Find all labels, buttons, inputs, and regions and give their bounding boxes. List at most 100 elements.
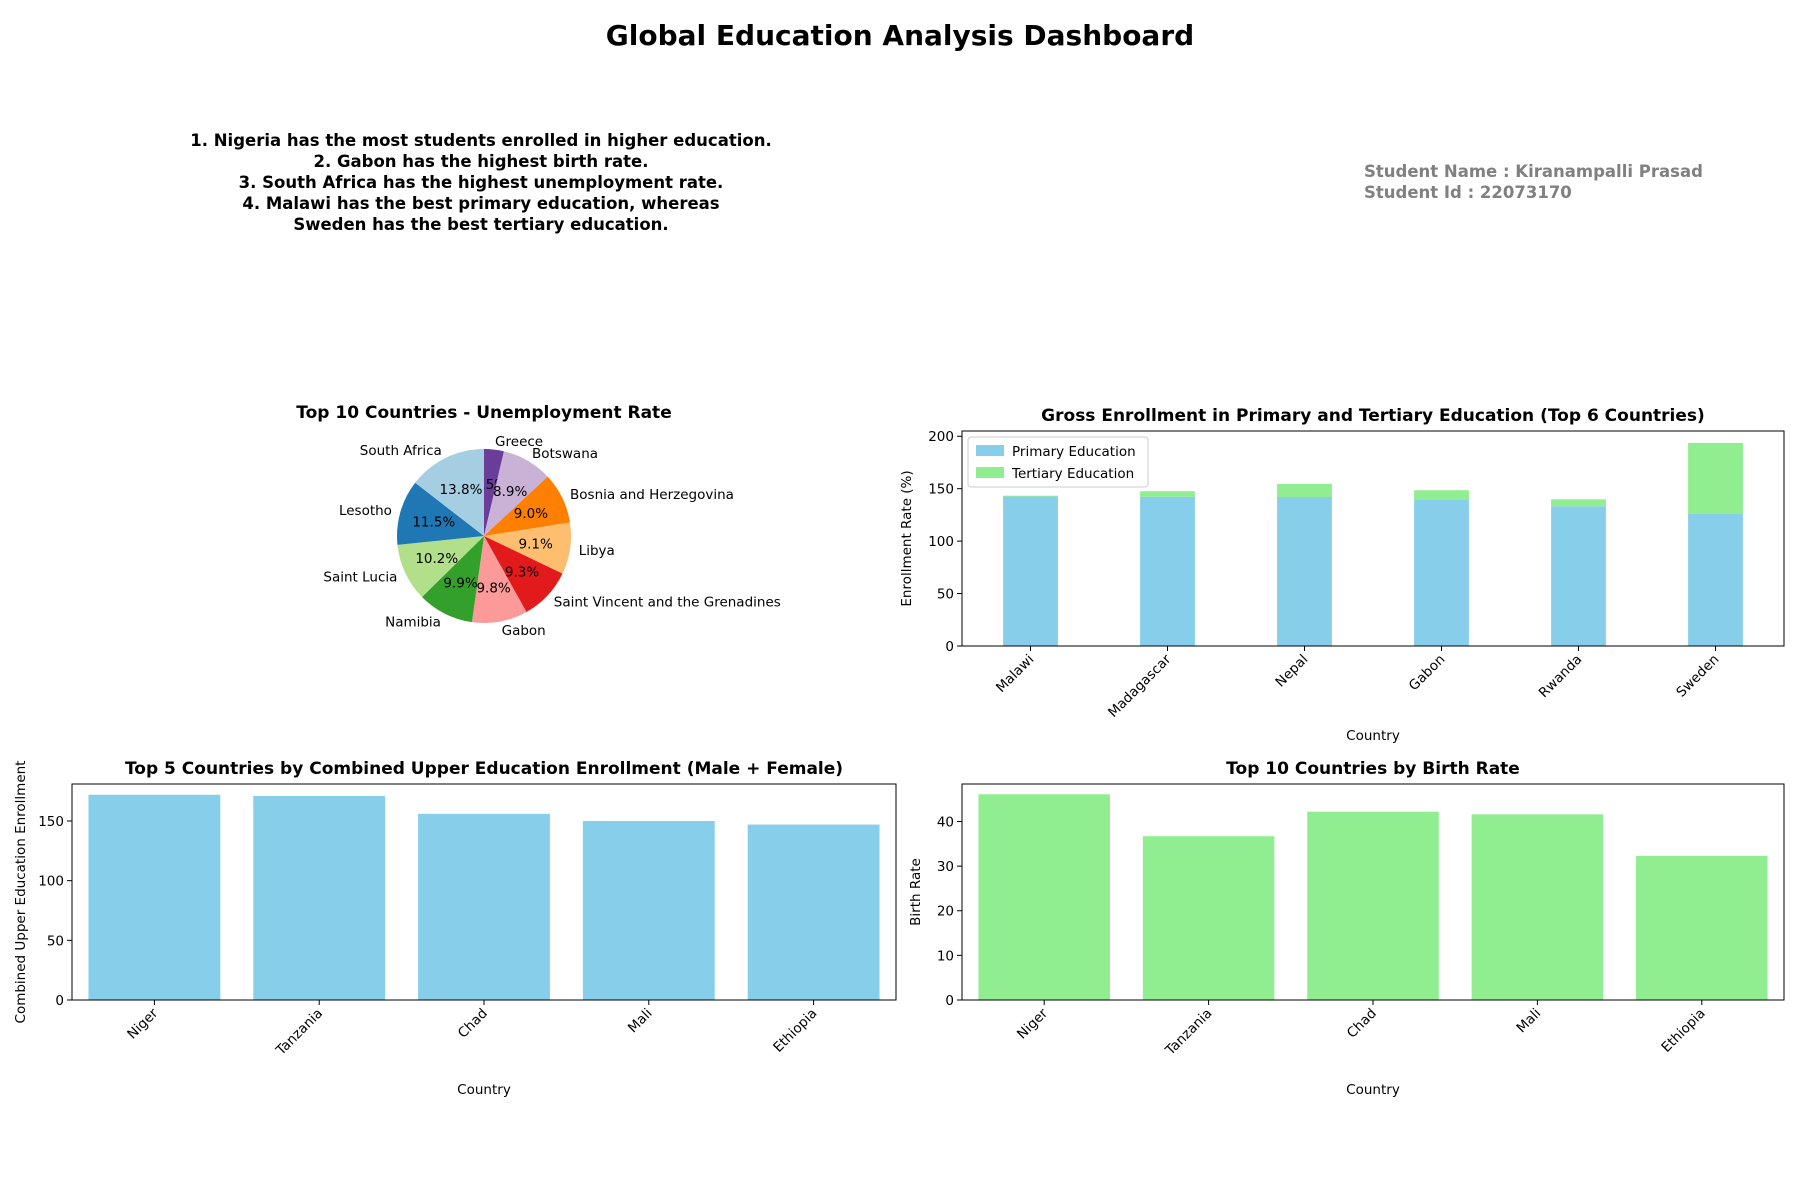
x-tick-label: Chad — [1344, 1006, 1380, 1042]
x-tick-label: Tanzania — [1162, 1006, 1216, 1060]
plot-frame — [961, 783, 1785, 1001]
pie-title: Top 10 Countries - Unemployment Rate — [296, 403, 671, 423]
y-tick-label: 40 — [937, 814, 954, 830]
upper-education-bar-chart: Top 5 Countries by Combined Upper Educat… — [13, 759, 897, 1098]
pie-percent-label: 8.9% — [493, 484, 527, 500]
insight-line: 2. Gabon has the highest birth rate. — [313, 152, 648, 171]
y-tick-label: 0 — [55, 993, 64, 1009]
x-tick-label: Niger — [1014, 1005, 1051, 1042]
x-tick-label: Gabon — [1406, 652, 1449, 695]
pie-category-label: Greece — [495, 434, 543, 450]
bar-segment — [1277, 496, 1332, 646]
x-tick-label: Sweden — [1673, 652, 1722, 701]
y-tick-label: 150 — [928, 482, 954, 498]
y-tick-label: 50 — [937, 587, 954, 603]
chart-title: Top 10 Countries by Birth Rate — [1226, 759, 1520, 779]
pie-category-label: Botswana — [532, 446, 598, 462]
dashboard-title: Global Education Analysis Dashboard — [606, 19, 1194, 52]
x-tick-label: Malawi — [993, 652, 1037, 696]
y-tick-label: 0 — [945, 639, 954, 655]
y-axis-label: Combined Upper Education Enrollment — [13, 761, 29, 1024]
bar — [253, 795, 386, 1000]
bar — [88, 794, 221, 1000]
bar-segment — [1003, 496, 1058, 646]
y-tick-label: 0 — [945, 993, 954, 1009]
student-id: Student Id : 22073170 — [1364, 183, 1572, 202]
pie-percent-label: 9.1% — [518, 537, 552, 553]
student-info: Student Name : Kiranampalli Prasad Stude… — [1364, 162, 1703, 202]
x-axis-label: Country — [457, 1082, 511, 1098]
pie-category-label: Libya — [579, 543, 615, 559]
student-name: Student Name : Kiranampalli Prasad — [1364, 162, 1703, 181]
plot-frame — [71, 783, 897, 1001]
unemployment-pie-chart: Top 10 Countries - Unemployment Rate3.5%… — [296, 403, 781, 639]
x-tick-label: Niger — [124, 1005, 161, 1042]
pie-category-label: Saint Lucia — [323, 570, 397, 586]
legend-swatch — [976, 445, 1004, 456]
bar — [1307, 811, 1439, 1000]
y-tick-label: 20 — [937, 904, 954, 920]
bar — [1636, 855, 1768, 1000]
chart-title: Top 5 Countries by Combined Upper Educat… — [125, 759, 843, 779]
bar-segment — [1551, 499, 1606, 507]
bar-segment — [1688, 513, 1743, 646]
x-tick-label: Madagascar — [1105, 651, 1175, 721]
pie-category-label: South Africa — [360, 443, 442, 459]
insight-line: 3. South Africa has the highest unemploy… — [239, 173, 724, 192]
pie-category-label: Gabon — [502, 623, 546, 639]
y-tick-label: 150 — [38, 814, 64, 830]
bar-segment — [1688, 442, 1743, 514]
pie-slice — [484, 451, 548, 536]
pie-percent-label: 10.2% — [415, 551, 458, 567]
x-axis-label: Country — [1346, 728, 1400, 744]
pie-slice — [484, 536, 563, 612]
y-tick-label: 100 — [38, 874, 64, 890]
bar — [978, 794, 1110, 1000]
bar-segment — [1140, 496, 1195, 646]
x-tick-label: Mali — [625, 1006, 656, 1037]
insight-line: 4. Malawi has the best primary education… — [242, 194, 719, 213]
pie-slice — [471, 536, 527, 623]
y-tick-label: 50 — [47, 933, 64, 949]
pie-slice — [484, 476, 570, 536]
plot-frame — [961, 430, 1785, 647]
insights-text: 1. Nigeria has the most students enrolle… — [190, 131, 772, 234]
bar-segment — [1277, 483, 1332, 497]
bar — [1471, 814, 1604, 1000]
pie-slice — [484, 449, 504, 536]
x-tick-label: Rwanda — [1536, 652, 1586, 702]
x-tick-label: Nepal — [1272, 652, 1311, 691]
x-tick-label: Chad — [455, 1006, 491, 1042]
x-tick-label: Ethiopia — [1658, 1006, 1708, 1056]
pie-percent-label: 9.0% — [514, 506, 548, 522]
x-tick-label: Mali — [1514, 1006, 1545, 1037]
pie-category-label: Namibia — [385, 614, 441, 630]
pie-percent-label: 11.5% — [412, 515, 455, 531]
y-axis-label: Birth Rate — [908, 858, 924, 926]
bar-segment — [1414, 490, 1469, 500]
insight-line: 1. Nigeria has the most students enrolle… — [190, 131, 772, 150]
legend-swatch — [976, 467, 1004, 478]
x-tick-label: Tanzania — [272, 1006, 326, 1060]
enrollment-stacked-bar-chart: Gross Enrollment in Primary and Tertiary… — [899, 406, 1785, 744]
pie-percent-label: 9.8% — [476, 580, 510, 596]
bar-segment — [1551, 506, 1606, 646]
y-tick-label: 200 — [928, 429, 954, 445]
bar — [582, 820, 715, 1000]
legend-label: Primary Education — [1012, 444, 1136, 460]
birth-rate-bar-chart: Top 10 Countries by Birth Rate Niger Tanza… — [908, 759, 1785, 1098]
chart-title: Gross Enrollment in Primary and Tertiary… — [1041, 406, 1705, 426]
legend-box — [967, 436, 1149, 488]
pie-slice — [397, 536, 484, 598]
pie-slice — [396, 482, 484, 545]
pie-slice — [415, 449, 484, 536]
pie-category-label: Saint Vincent and the Grenadines — [554, 595, 781, 611]
y-axis-label: Enrollment Rate (%) — [899, 470, 915, 606]
pie-percent-label: 9.9% — [443, 576, 477, 592]
legend: Primary Education Tertiary Education — [967, 436, 1149, 488]
bar — [747, 824, 880, 1000]
bar — [418, 813, 550, 1000]
pie-slice — [421, 536, 484, 623]
pie-slice — [484, 522, 572, 574]
